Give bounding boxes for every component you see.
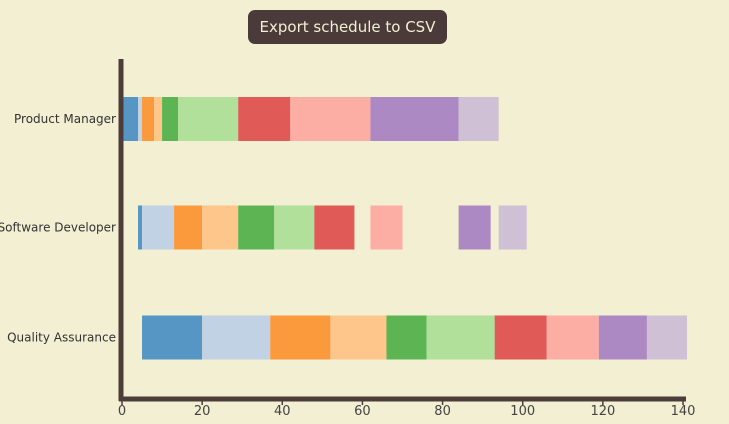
task-bar [646,315,688,360]
task-bar [174,205,203,250]
x-tick-label: 120 [590,404,615,419]
task-bar [370,97,459,141]
task-bar [426,315,495,360]
axes-layer: Product Manager Software Developer Quality… [0,59,695,419]
task-bar [142,97,155,141]
task-bar [238,205,275,250]
bars-layer [122,97,688,360]
x-tick-label: 100 [510,404,535,419]
task-bar [162,97,179,141]
task-bar [142,315,203,360]
task-bar [142,205,175,250]
task-bar [238,97,291,141]
task-bar [274,205,315,250]
task-bar [138,97,143,141]
task-bar [290,97,371,141]
task-bar [498,205,527,250]
task-bar [370,205,403,250]
task-bar [546,315,599,360]
task-bar [178,97,239,141]
task-bar [138,205,143,250]
category-label: Product Manager [14,112,116,126]
x-tick-label: 60 [354,404,371,419]
x-tick-label: 80 [434,404,451,419]
x-tick-label: 0 [118,404,126,419]
task-bar [598,315,647,360]
task-bar [202,205,239,250]
category-label: Quality Assurance [7,331,116,345]
category-label: Software Developer [0,221,116,235]
task-bar [494,315,547,360]
task-bar [122,97,139,141]
task-bar [202,315,271,360]
x-tick-label: 140 [671,404,696,419]
task-bar [330,315,387,360]
x-tick-label: 20 [194,404,211,419]
export-csv-button[interactable]: Export schedule to CSV [248,10,447,44]
task-bar [386,315,427,360]
task-bar [154,97,163,141]
task-bar [458,97,499,141]
task-bar [314,205,355,250]
task-bar [458,205,491,250]
x-tick-label: 40 [274,404,291,419]
task-bar [270,315,331,360]
